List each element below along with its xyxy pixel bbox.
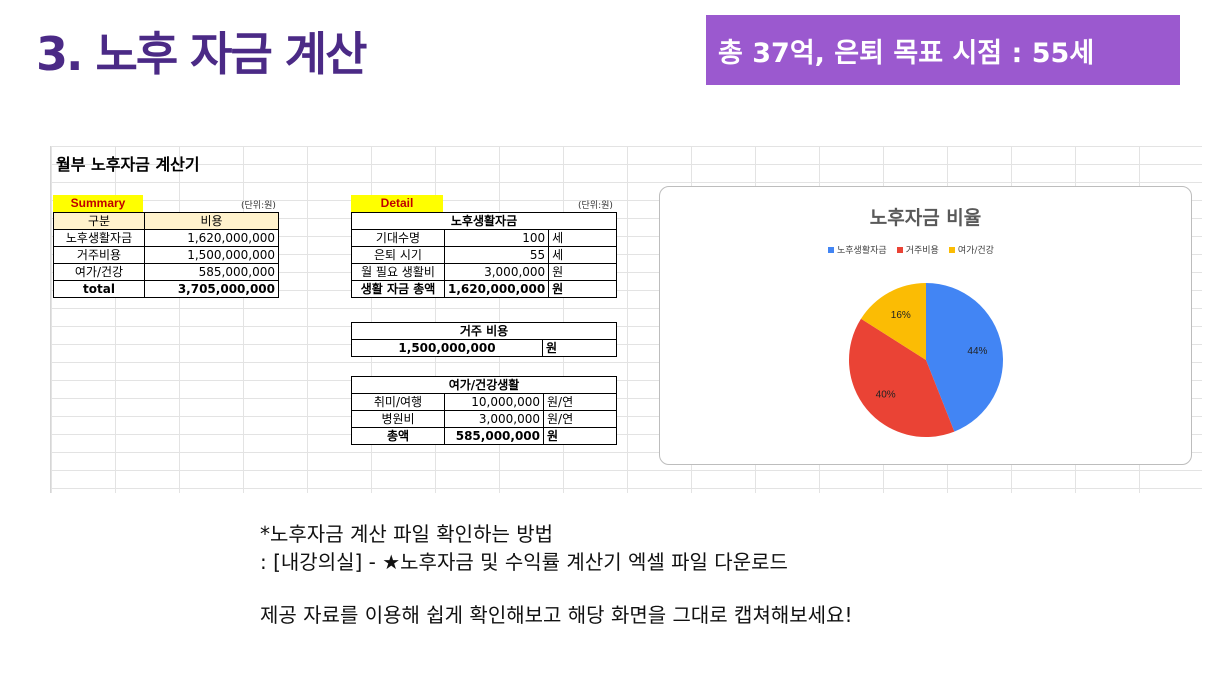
legend-swatch [828, 246, 834, 253]
detail-row-unit: 원/연 [543, 393, 617, 411]
table-row: 기대수명 100 세 [351, 229, 617, 247]
table-row: 은퇴 시기 55 세 [351, 246, 617, 264]
detail-row-unit: 세 [548, 246, 617, 264]
detail-row-label: 은퇴 시기 [351, 246, 445, 264]
pie-slice-1 [926, 283, 1003, 432]
legend-label: 여가/건강 [957, 246, 994, 256]
summary-row-label: 노후생활자금 [53, 229, 145, 247]
legend-label: 노후생활자금 [837, 246, 887, 256]
note-line-1: *노후자금 계산 파일 확인하는 방법 [260, 522, 554, 546]
summary-header-cost: 비용 [144, 212, 279, 230]
detail-row-value: 3,000,000 [443, 263, 550, 281]
table-row: 월 필요 생활비 3,000,000 원 [351, 263, 617, 281]
note-line-2: : [내강의실] - ★노후자금 및 수익률 계산기 엑셀 파일 다운로드 [260, 550, 788, 574]
detail-row-value: 100 [443, 229, 550, 247]
housing-cost-value: 1,500,000,000 [351, 339, 543, 357]
summary-row-value: 585,000,000 [144, 263, 279, 281]
table-row: 1,500,000,000 원 [351, 339, 617, 357]
table-row: 노후생활자금 1,620,000,000 [53, 229, 279, 247]
summary-table: 구분 비용 노후생활자금 1,620,000,000 거주비용 1,500,00… [53, 212, 279, 298]
summary-unit: (단위:원) [241, 201, 276, 211]
detail-row-unit: 세 [548, 229, 617, 247]
detail-row-value: 585,000,000 [444, 427, 544, 445]
living-cost-header: 노후생활자금 [351, 212, 617, 230]
pie-chart-svg: 44% 40% 16% [849, 283, 1003, 437]
detail-row-label: 월 필요 생활비 [351, 263, 445, 281]
summary-row-label: 거주비용 [53, 246, 145, 264]
sheet-title: 월부 노후자금 계산기 [56, 155, 200, 174]
detail-row-unit: 원 [543, 427, 617, 445]
table-row: 여가/건강 585,000,000 [53, 263, 279, 281]
detail-row-label: 기대수명 [351, 229, 445, 247]
summary-total-row: total 3,705,000,000 [53, 280, 279, 298]
pie-chart: 노후자금 비율 노후생활자금 거주비용 여가/건강 44% 40% 16% [659, 186, 1192, 465]
summary-total-value: 3,705,000,000 [144, 280, 279, 298]
pie-slice-2 [849, 318, 955, 437]
leisure-health-header: 여가/건강생활 [351, 376, 617, 394]
table-row: 생활 자금 총액 1,620,000,000 원 [351, 280, 617, 298]
legend-item: 노후생활자금 [828, 243, 887, 256]
legend-swatch [896, 246, 903, 253]
table-row: 병원비 3,000,000 원/연 [351, 410, 617, 428]
detail-row-value: 55 [443, 246, 550, 264]
detail-row-unit: 원 [548, 263, 617, 281]
pie-slice-label: 16% [891, 310, 911, 321]
pie-slice-label: 40% [876, 389, 896, 400]
summary-header-category: 구분 [53, 212, 145, 230]
housing-cost-header: 거주 비용 [351, 322, 617, 340]
table-row: 거주비용 1,500,000,000 [53, 246, 279, 264]
detail-row-unit: 원/연 [543, 410, 617, 428]
table-row: 총액 585,000,000 원 [351, 427, 617, 445]
housing-cost-unit: 원 [542, 339, 617, 357]
chart-legend: 노후생활자금 거주비용 여가/건강 [828, 243, 994, 256]
summary-tag: Summary [53, 195, 143, 212]
summary-row-label: 여가/건강 [53, 263, 145, 281]
detail-row-value: 1,620,000,000 [443, 280, 550, 298]
leisure-health-table: 여가/건강생활 취미/여행 10,000,000 원/연 병원비 3,000,0… [351, 376, 617, 445]
goal-banner: 총 37억, 은퇴 목표 시점 : 55세 [706, 15, 1180, 85]
detail-row-label: 총액 [351, 427, 445, 445]
housing-cost-table: 거주 비용 1,500,000,000 원 [351, 322, 617, 357]
detail-unit: (단위:원) [578, 201, 613, 211]
detail-row-label: 생활 자금 총액 [351, 280, 445, 298]
living-cost-table: 노후생활자금 기대수명 100 세 은퇴 시기 55 세 월 필요 생활비 3,… [351, 212, 617, 298]
detail-row-value: 3,000,000 [444, 410, 544, 428]
legend-swatch [948, 246, 955, 253]
table-row: 취미/여행 10,000,000 원/연 [351, 393, 617, 411]
detail-row-label: 병원비 [351, 410, 445, 428]
detail-row-label: 취미/여행 [351, 393, 445, 411]
legend-label: 거주비용 [905, 246, 939, 256]
legend-item: 거주비용 [896, 243, 939, 256]
summary-row-value: 1,620,000,000 [144, 229, 279, 247]
pie-slice-label: 44% [967, 346, 987, 357]
spreadsheet-screenshot: 월부 노후자금 계산기 Summary (단위:원) 구분 비용 노후생활자금 … [50, 146, 1202, 493]
summary-total-label: total [53, 280, 145, 298]
note-line-3: 제공 자료를 이용해 쉽게 확인해보고 해당 화면을 그대로 캡쳐해보세요! [260, 603, 853, 627]
legend-item: 여가/건강 [948, 243, 994, 256]
summary-row-value: 1,500,000,000 [144, 246, 279, 264]
chart-title: 노후자금 비율 [869, 207, 982, 229]
pie-slice-3 [860, 283, 926, 360]
detail-row-unit: 원 [548, 280, 617, 298]
slide-title: 3. 노후 자금 계산 [36, 27, 367, 81]
detail-row-value: 10,000,000 [444, 393, 544, 411]
detail-tag: Detail [351, 195, 443, 212]
